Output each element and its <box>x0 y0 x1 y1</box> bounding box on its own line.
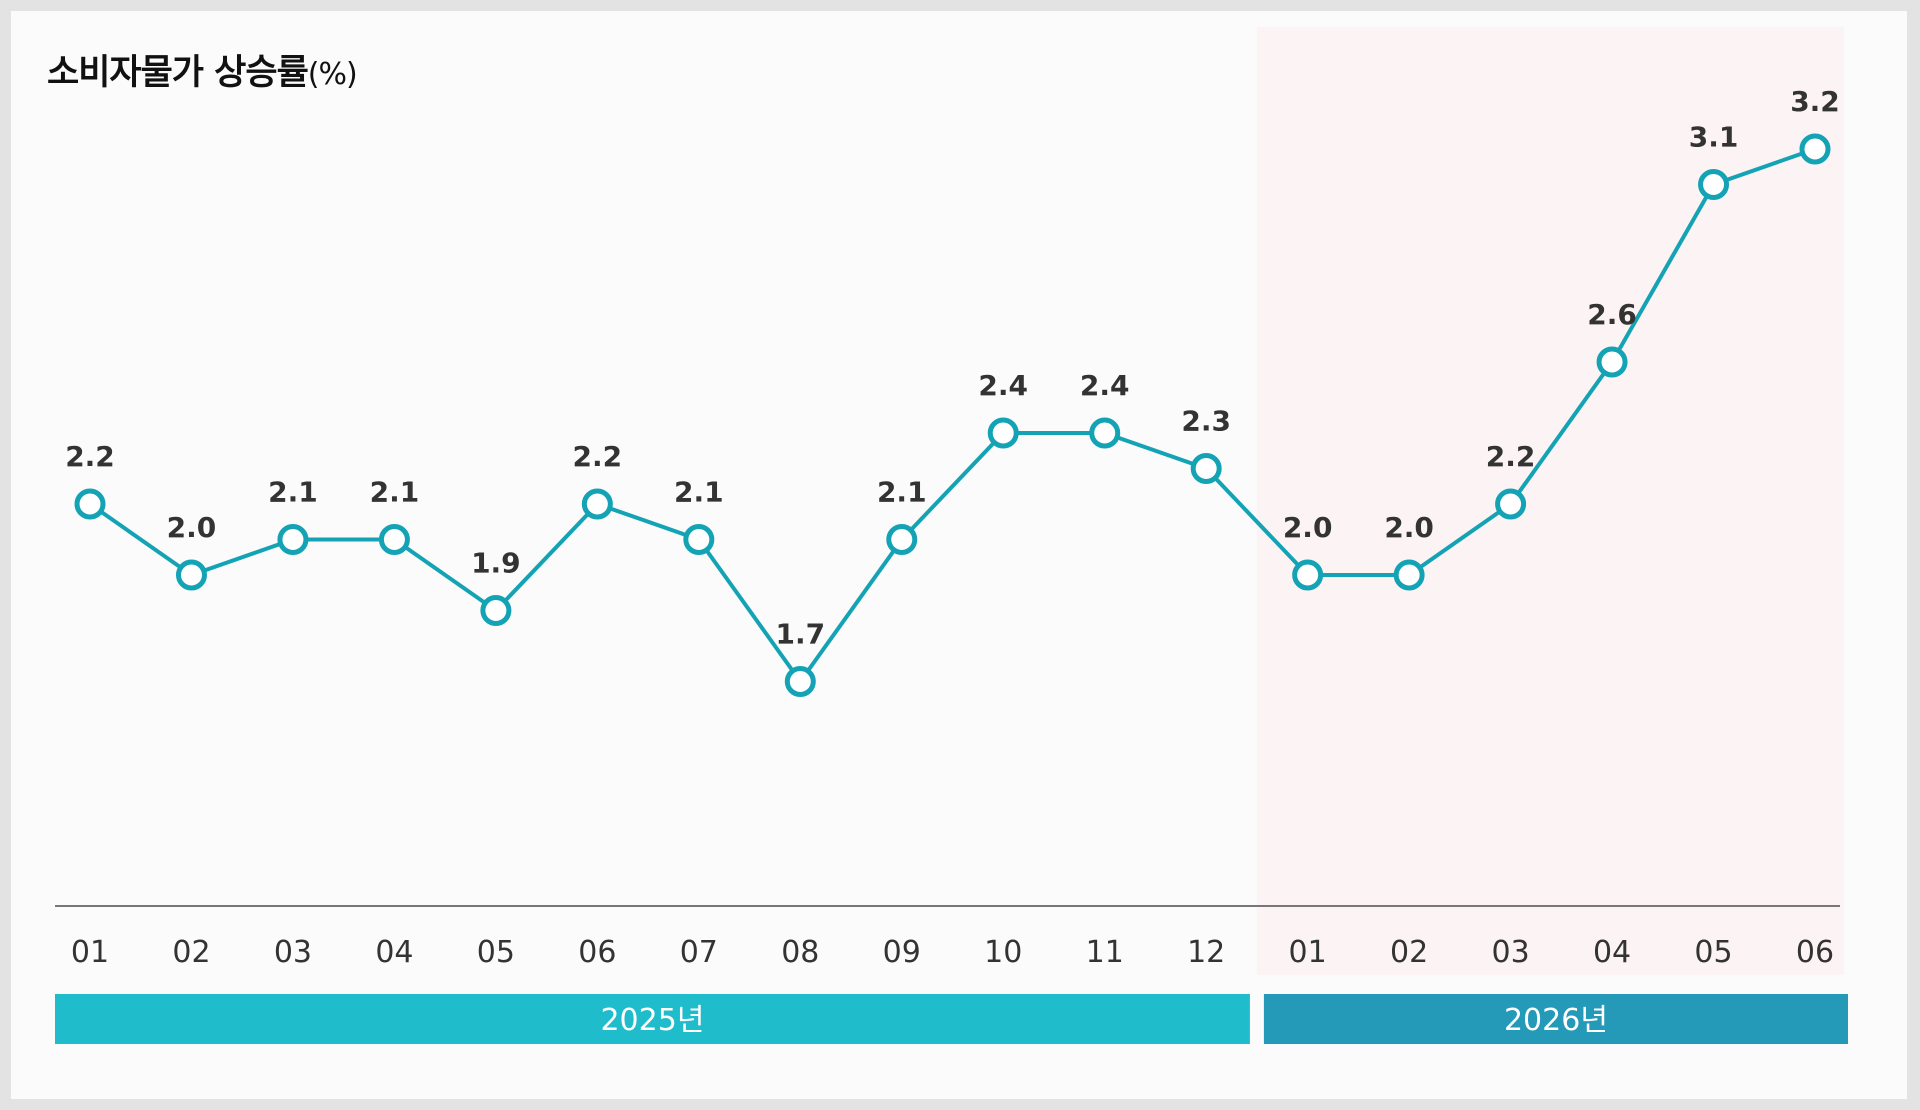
points-layer <box>74 133 1831 697</box>
data-point-15 <box>1596 346 1628 378</box>
data-point-9 <box>987 417 1019 449</box>
value-label-10: 2.4 <box>1080 369 1130 402</box>
tick-label-layer: 01 02 03 04 05 06 07 08 09 10 11 12 01 02 03 04 05 06 <box>71 935 1834 970</box>
year-band-label-1: 2026년 <box>1504 1003 1608 1038</box>
value-label-0: 2.2 <box>65 440 115 473</box>
x-tick-label-5: 06 <box>578 935 616 970</box>
data-point-14 <box>1495 488 1527 520</box>
data-point-7 <box>784 666 816 697</box>
data-point-12 <box>1292 559 1324 591</box>
value-label-12: 2.0 <box>1283 511 1333 544</box>
value-label-2: 2.1 <box>268 476 318 509</box>
x-tick-label-17: 06 <box>1796 935 1834 970</box>
year-band-layer: 2025년 2026년 <box>55 994 1848 1044</box>
value-label-5: 2.2 <box>573 440 623 473</box>
x-tick-label-8: 09 <box>883 935 921 970</box>
x-tick-label-16: 05 <box>1694 935 1732 970</box>
value-label-4: 1.9 <box>471 547 521 580</box>
data-point-2 <box>277 524 309 555</box>
x-tick-label-15: 04 <box>1593 935 1631 970</box>
value-label-16: 3.1 <box>1689 121 1739 154</box>
x-tick-label-3: 04 <box>375 935 413 970</box>
highlight-layer <box>1256 27 1844 975</box>
data-point-8 <box>886 524 918 555</box>
x-tick-label-11: 12 <box>1187 935 1225 970</box>
value-label-layer: 2.2 2.0 2.1 2.1 1.9 2.2 2.1 1.7 2.1 2.4 2.4 2.3 2.0 2… <box>65 85 1840 651</box>
value-label-11: 2.3 <box>1181 405 1231 438</box>
x-tick-label-1: 02 <box>172 935 210 970</box>
x-tick-label-7: 08 <box>781 935 819 970</box>
data-point-17 <box>1799 133 1831 165</box>
value-label-1: 2.0 <box>167 511 217 544</box>
series-line <box>88 147 1816 684</box>
value-label-15: 2.6 <box>1587 298 1637 331</box>
year-band-1 <box>1263 994 1848 1044</box>
x-tick-label-0: 01 <box>71 935 109 970</box>
value-label-14: 2.2 <box>1486 440 1536 473</box>
x-tick-label-12: 01 <box>1289 935 1327 970</box>
value-label-8: 2.1 <box>877 476 927 509</box>
x-tick-label-6: 07 <box>680 935 718 970</box>
x-tick-label-2: 03 <box>274 935 312 970</box>
data-point-6 <box>683 524 715 555</box>
x-tick-label-14: 03 <box>1491 935 1529 970</box>
x-tick-label-13: 02 <box>1390 935 1428 970</box>
data-point-16 <box>1698 169 1730 200</box>
chart-title-unit: (%) <box>307 57 358 92</box>
year-band-label-0: 2025년 <box>600 1003 704 1038</box>
value-label-3: 2.1 <box>370 476 420 509</box>
x-tick-label-9: 10 <box>984 935 1022 970</box>
data-point-1 <box>175 559 207 591</box>
data-point-4 <box>480 595 512 626</box>
data-point-5 <box>581 488 613 520</box>
chart-title: 소비자물가 상승률(%) <box>47 44 358 95</box>
data-point-10 <box>1089 417 1121 449</box>
value-label-9: 2.4 <box>978 369 1028 402</box>
highlight-region-1 <box>1256 27 1844 975</box>
value-label-13: 2.0 <box>1384 511 1434 544</box>
value-label-7: 1.7 <box>775 618 825 651</box>
data-point-13 <box>1393 559 1425 591</box>
value-label-6: 2.1 <box>674 476 724 509</box>
series-layer <box>88 147 1816 684</box>
value-label-17: 3.2 <box>1790 85 1840 118</box>
year-band-0 <box>55 994 1250 1044</box>
x-tick-label-4: 05 <box>477 935 515 970</box>
x-tick-label-10: 11 <box>1086 935 1124 970</box>
data-point-3 <box>378 524 410 555</box>
data-point-11 <box>1190 453 1222 484</box>
data-point-0 <box>74 488 106 520</box>
chart-title-text: 소비자물가 상승률 <box>47 53 309 93</box>
